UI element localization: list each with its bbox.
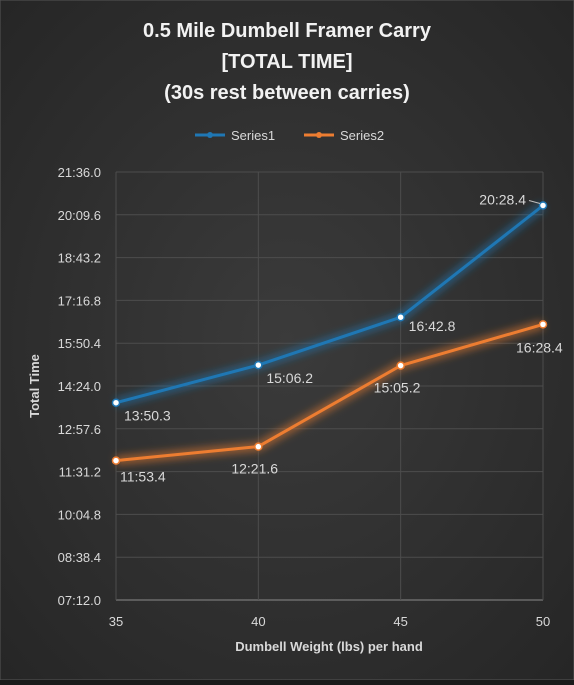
y-axis-ticks: 07:12.0 08:38.4 10:04.8 11:31.2 12:57.6 14:24… (58, 165, 101, 608)
data-point (538, 201, 548, 210)
y-tick-label: 15:50.4 (58, 336, 101, 351)
y-tick-label: 21:36.0 (58, 165, 101, 180)
data-point (254, 360, 263, 370)
chart-title-line-3: (30s rest between carries) (164, 82, 410, 104)
data-point (538, 320, 548, 329)
y-tick-label: 07:12.0 (58, 593, 101, 608)
y-tick-label: 08:38.4 (58, 550, 101, 565)
x-tick-label: 35 (109, 614, 123, 629)
data-label: 15:05.2 (374, 380, 421, 396)
data-point (254, 442, 263, 451)
y-tick-label: 18:43.2 (58, 251, 101, 266)
data-label: 11:53.4 (120, 469, 166, 485)
data-label: 20:28.4 (479, 191, 526, 207)
chart-title-line-2: [TOTAL TIME] (221, 51, 352, 73)
data-point (396, 312, 405, 322)
y-tick-label: 17:16.8 (58, 293, 101, 308)
data-point (111, 456, 121, 465)
data-label: 12:21.6 (231, 461, 278, 477)
x-tick-label: 50 (536, 614, 550, 629)
series-layer (111, 201, 548, 466)
data-point (396, 361, 405, 370)
chart-title-line-1: 0.5 Mile Dumbell Framer Carry (143, 20, 432, 42)
series-line (115, 322, 544, 463)
y-tick-label: 10:04.8 (58, 507, 101, 522)
legend-marker (207, 132, 213, 138)
data-label: 13:50.3 (124, 408, 171, 424)
y-tick-label: 12:57.6 (58, 422, 101, 437)
y-tick-label: 11:31.2 (59, 465, 101, 480)
x-tick-label: 45 (393, 614, 407, 629)
label-leader-line (528, 200, 541, 204)
x-axis-label: Dumbell Weight (lbs) per hand (235, 639, 423, 654)
series-line (115, 204, 544, 405)
legend-entry: Series2 (340, 128, 384, 143)
legend: Series1 Series2 (195, 128, 384, 143)
x-axis-ticks: 35 40 45 50 (109, 614, 550, 629)
y-axis-label: Total Time (27, 354, 42, 418)
data-label: 16:42.8 (409, 318, 456, 334)
gridlines (115, 171, 544, 601)
y-tick-label: 14:24.0 (58, 379, 101, 394)
data-point (111, 398, 121, 407)
data-labels: 13:50.3 15:06.2 16:42.8 20:28.4 11:53.4 12:21… (120, 191, 563, 484)
x-tick-label: 40 (251, 614, 265, 629)
y-tick-label: 20:09.6 (58, 208, 101, 223)
data-label: 16:28.4 (516, 339, 563, 355)
legend-marker (316, 132, 322, 138)
data-label: 15:06.2 (266, 370, 313, 386)
legend-entry: Series1 (231, 128, 275, 143)
